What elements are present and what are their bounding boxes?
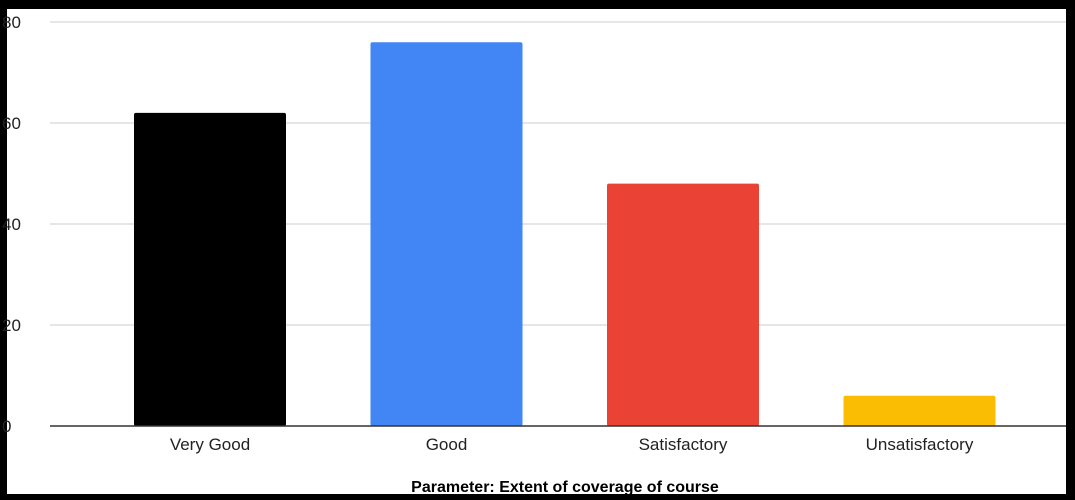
bar-good [370, 42, 523, 426]
x-tick-label: Satisfactory [639, 435, 728, 454]
y-tick-label: 80 [2, 13, 21, 32]
y-tick-label: 60 [2, 114, 21, 133]
y-tick-label: 40 [2, 215, 21, 234]
bar-unsatisfactory [843, 395, 996, 426]
bar-very-good [134, 112, 286, 427]
y-tick-label: 20 [2, 316, 21, 335]
x-tick-label: Very Good [170, 435, 250, 454]
x-tick-label: Unsatisfactory [866, 435, 974, 454]
y-tick-label: 0 [2, 417, 11, 436]
x-axis-title: Parameter: Extent of coverage of course [411, 479, 719, 496]
y-axis-ticks: 0 20 40 60 80 [2, 13, 21, 436]
bars [134, 42, 996, 427]
x-axis-ticks: Very Good Good Satisfactory Unsatisfactory [170, 435, 974, 454]
x-tick-label: Good [426, 435, 468, 454]
bar-satisfactory [607, 183, 759, 426]
